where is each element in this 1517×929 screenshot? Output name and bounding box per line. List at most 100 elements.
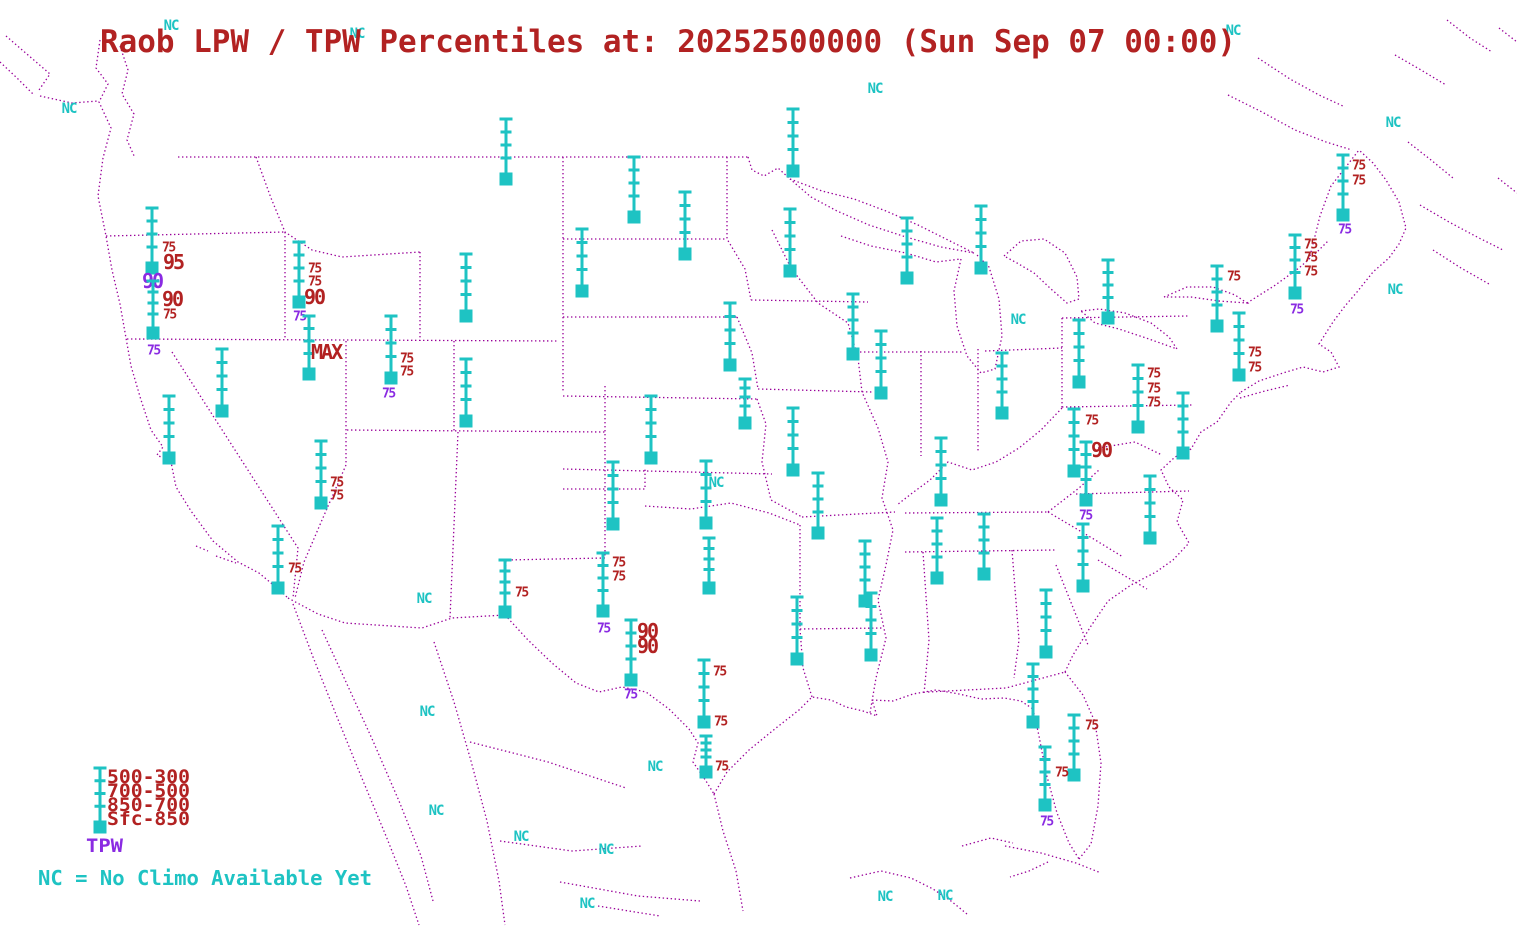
map-border-line bbox=[562, 468, 773, 475]
map-border-line bbox=[1240, 149, 1407, 393]
layer-percentile-label: 75 bbox=[1304, 265, 1317, 280]
tpw-square bbox=[271, 581, 285, 595]
layer-percentile-label: 90 bbox=[304, 285, 325, 309]
map-border-line bbox=[726, 157, 752, 301]
tpw-square bbox=[864, 648, 878, 662]
station-marker bbox=[459, 357, 473, 428]
tpw-square bbox=[1336, 208, 1350, 222]
map-border-line bbox=[1075, 490, 1190, 495]
station-marker bbox=[644, 394, 658, 465]
page-title: Raob LPW / TPW Percentiles at: 202525000… bbox=[100, 24, 1236, 60]
tpw-square bbox=[1210, 319, 1224, 333]
map-border-line bbox=[119, 45, 136, 159]
tpw-square bbox=[786, 463, 800, 477]
map-border-line bbox=[953, 254, 1003, 374]
map-border-line bbox=[126, 338, 559, 342]
station-marker bbox=[1143, 474, 1157, 545]
tpw-square bbox=[1072, 375, 1086, 389]
station-marker bbox=[977, 512, 991, 581]
map-border-line bbox=[433, 641, 506, 926]
map-border-line bbox=[294, 341, 347, 599]
nc-no-climo-marker: NC bbox=[420, 704, 435, 720]
tpw-square bbox=[1026, 715, 1040, 729]
tpw-percentile-label: 75 bbox=[1079, 509, 1092, 524]
station-marker bbox=[1072, 318, 1086, 389]
layer-percentile-label: 90 bbox=[162, 287, 183, 311]
station-marker bbox=[678, 190, 692, 261]
layer-percentile-label: MAX bbox=[311, 340, 343, 364]
nc-no-climo-marker: NC bbox=[868, 81, 883, 97]
tpw-square bbox=[384, 371, 398, 385]
tpw-square bbox=[1176, 446, 1190, 460]
station-marker bbox=[1101, 258, 1115, 325]
layer-percentile-label: 75 bbox=[1147, 396, 1160, 411]
map-border-line bbox=[562, 395, 758, 400]
map-border-line bbox=[1227, 94, 1353, 151]
tpw-square bbox=[858, 594, 872, 608]
station-marker bbox=[811, 471, 825, 540]
map-border-line bbox=[449, 431, 459, 619]
station-marker bbox=[974, 204, 988, 275]
map-border-line bbox=[1246, 239, 1330, 304]
station-marker bbox=[162, 394, 176, 465]
tpw-square bbox=[930, 571, 944, 585]
map-border-line bbox=[1257, 57, 1346, 108]
tpw-percentile-label: 75 bbox=[624, 688, 637, 703]
nc-no-climo-marker: NC bbox=[350, 26, 365, 42]
layer-percentile-label: 75 bbox=[715, 760, 728, 775]
tpw-square bbox=[977, 567, 991, 581]
layer-percentile-label: 75 bbox=[162, 241, 175, 256]
map-border-line bbox=[1097, 559, 1148, 590]
map-border-line bbox=[171, 351, 299, 599]
map-border-line bbox=[756, 398, 803, 518]
tpw-square bbox=[1101, 311, 1115, 325]
map-border-line bbox=[849, 837, 1102, 915]
tpw-square bbox=[1232, 368, 1246, 382]
tpw-square bbox=[1038, 798, 1052, 812]
tpw-square bbox=[1076, 579, 1090, 593]
map-border-line bbox=[713, 793, 744, 912]
tpw-square bbox=[699, 516, 713, 530]
tpw-square bbox=[606, 517, 620, 531]
tpw-square bbox=[874, 386, 888, 400]
layer-percentile-label: 75 bbox=[1352, 159, 1365, 174]
layer-percentile-label: 75 bbox=[1304, 238, 1317, 253]
tpw-square bbox=[678, 247, 692, 261]
station-marker bbox=[702, 536, 716, 595]
map-border-line bbox=[1394, 19, 1517, 86]
tpw-square bbox=[846, 347, 860, 361]
map-border-line bbox=[1003, 238, 1080, 304]
layer-percentile-label: 75 bbox=[1227, 270, 1240, 285]
map-border-line bbox=[292, 603, 420, 926]
tpw-percentile-label: 75 bbox=[382, 387, 395, 402]
map-border-line bbox=[1064, 671, 1102, 860]
layer-percentile-label: 75 bbox=[1248, 346, 1261, 361]
station-marker bbox=[786, 107, 800, 178]
map-border-line bbox=[1011, 549, 1020, 679]
tpw-square bbox=[1288, 286, 1302, 300]
nc-no-climo-marker: NC bbox=[1226, 23, 1241, 39]
tpw-square bbox=[900, 271, 914, 285]
nc-no-climo-marker: NC bbox=[514, 829, 529, 845]
station-marker bbox=[783, 207, 797, 278]
station-marker bbox=[1039, 588, 1053, 659]
map-border-line bbox=[1080, 308, 1179, 351]
nc-no-climo-marker: NC bbox=[709, 475, 724, 491]
layer-percentile-label: 90 bbox=[637, 634, 658, 658]
station-marker bbox=[738, 377, 752, 430]
map-border-line bbox=[321, 629, 434, 902]
layer-percentile-label: 75 bbox=[612, 556, 625, 571]
tpw-percentile-label: 75 bbox=[147, 344, 160, 359]
layer-percentile-label: 75 bbox=[400, 365, 413, 380]
map-border-line bbox=[563, 469, 646, 490]
map-border-line bbox=[287, 597, 506, 629]
nc-no-climo-marker: NC bbox=[1011, 312, 1026, 328]
map-border-line bbox=[789, 178, 975, 254]
tpw-square bbox=[644, 451, 658, 465]
nc-no-climo-marker: NC bbox=[164, 18, 179, 34]
